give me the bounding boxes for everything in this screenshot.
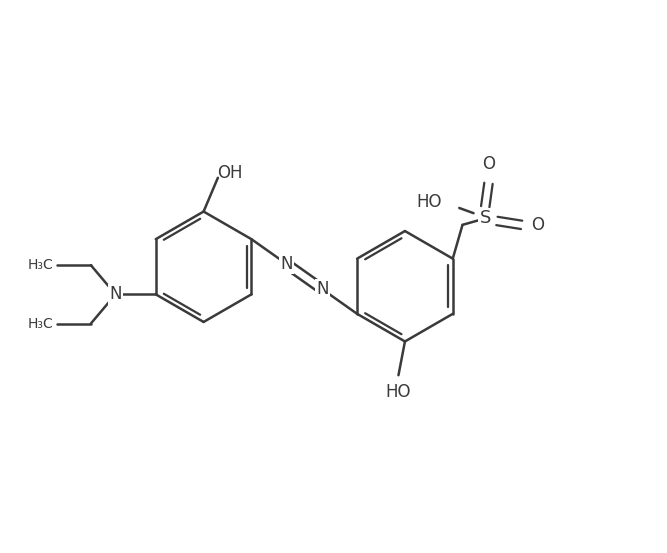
Text: N: N bbox=[316, 280, 328, 298]
Text: H₃C: H₃C bbox=[28, 258, 54, 272]
Text: HO: HO bbox=[416, 193, 442, 211]
Text: H₃C: H₃C bbox=[28, 316, 54, 331]
Text: S: S bbox=[480, 210, 491, 227]
Text: O: O bbox=[531, 216, 544, 234]
Text: OH: OH bbox=[217, 164, 242, 181]
Text: N: N bbox=[280, 255, 293, 273]
Text: N: N bbox=[109, 285, 122, 304]
Text: O: O bbox=[482, 155, 495, 173]
Text: HO: HO bbox=[386, 383, 411, 401]
